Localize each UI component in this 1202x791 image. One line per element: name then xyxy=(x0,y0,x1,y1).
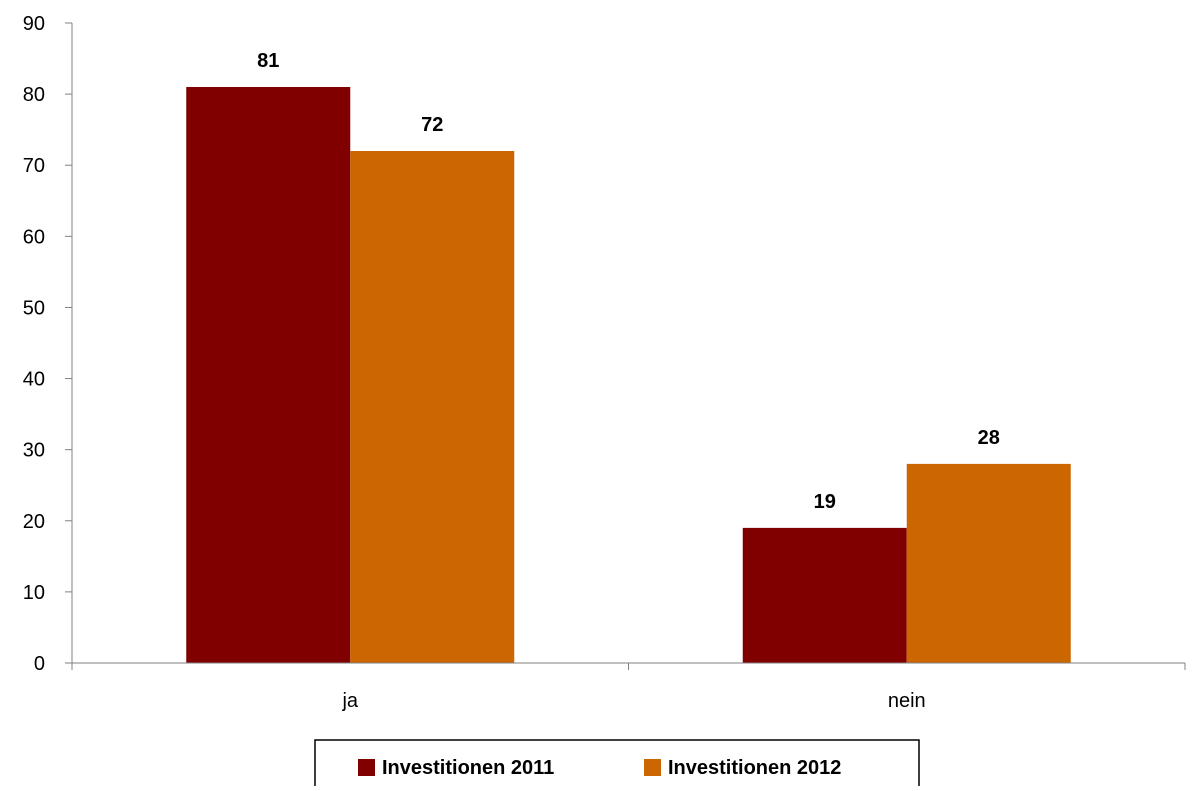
y-axis-ticks: 0 10 20 30 40 50 60 70 80 90 xyxy=(23,13,72,675)
x-category-label: ja xyxy=(341,690,358,712)
legend-box xyxy=(314,739,920,791)
category-labels: ja nein xyxy=(341,690,925,712)
y-tick-label: 0 xyxy=(34,653,45,675)
y-tick-label: 70 xyxy=(23,155,45,177)
y-tick-label: 60 xyxy=(23,226,45,248)
y-tick-label: 30 xyxy=(23,440,45,462)
bar-series xyxy=(186,87,1071,663)
bar-ja-series-1 xyxy=(186,87,351,663)
legend-label: Investitionen 2012 xyxy=(668,757,841,779)
y-tick-label: 90 xyxy=(23,13,45,35)
legend-swatch xyxy=(644,759,661,776)
data-label: 81 xyxy=(257,50,279,72)
legend-swatch xyxy=(358,759,375,776)
y-tick-label: 20 xyxy=(23,511,45,533)
bar-nein-series-2 xyxy=(906,463,1071,663)
data-labels: 81 72 19 28 xyxy=(257,50,1000,513)
y-tick-label: 40 xyxy=(23,369,45,391)
legend: Investitionen 2011 Investitionen 2012 xyxy=(314,739,920,791)
y-tick-label: 10 xyxy=(23,582,45,604)
legend-label: Investitionen 2011 xyxy=(382,757,554,779)
y-tick-label: 80 xyxy=(23,84,45,106)
x-category-label: nein xyxy=(888,690,926,712)
y-tick-label: 50 xyxy=(23,297,45,319)
axes xyxy=(71,23,1186,670)
data-label: 19 xyxy=(814,491,836,513)
bar-ja-series-2 xyxy=(350,151,515,663)
data-label: 28 xyxy=(978,427,1000,449)
data-label: 72 xyxy=(421,114,443,136)
bar-nein-series-1 xyxy=(742,527,907,663)
